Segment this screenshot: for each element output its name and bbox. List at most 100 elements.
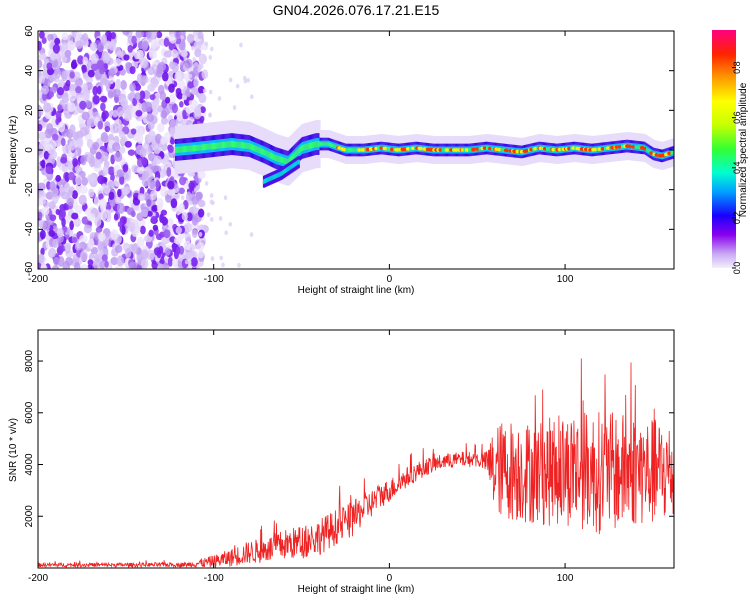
noise-cell — [197, 171, 206, 180]
snr-x-label: Height of straight line (km) — [298, 584, 415, 595]
noise-cell — [223, 195, 228, 201]
spectrogram-y-ticks: -60 -40 -20 0 20 40 60 — [24, 25, 674, 276]
noise-cell — [52, 238, 59, 248]
noise-cell — [199, 63, 204, 69]
noise-cell — [124, 113, 133, 122]
noise-cell — [74, 242, 82, 251]
noise-cell — [209, 217, 214, 222]
noise-cell — [79, 100, 87, 110]
noise-cell — [49, 52, 57, 62]
noise-cell — [71, 212, 79, 220]
noise-cell — [184, 232, 192, 244]
noise-cell — [116, 255, 125, 267]
noise-cell — [81, 216, 89, 225]
noise-cell — [125, 248, 132, 259]
noise-cell — [62, 261, 70, 269]
noise-cell — [174, 71, 182, 83]
noise-cell — [67, 161, 74, 171]
noise-cell — [208, 54, 213, 60]
noise-cell — [188, 100, 193, 105]
colorbar-gradient — [712, 30, 736, 268]
noise-cell — [46, 62, 53, 70]
noise-cell — [50, 58, 59, 69]
y-tick-label: 40 — [24, 65, 35, 77]
noise-cell — [164, 247, 171, 256]
noise-cell — [200, 106, 206, 114]
noise-cell — [197, 208, 205, 218]
noise-cell — [139, 90, 146, 101]
noise-cell — [183, 240, 192, 251]
noise-cell — [86, 138, 94, 149]
noise-cell — [49, 181, 56, 191]
noise-cell — [140, 208, 149, 218]
noise-cell — [60, 191, 70, 200]
x-tick-label: 100 — [557, 274, 574, 285]
noise-cell — [121, 225, 126, 236]
noise-cell — [48, 230, 56, 237]
x-tick-label: 100 — [557, 573, 574, 584]
noise-cell — [69, 71, 75, 79]
noise-cell — [186, 212, 193, 222]
noise-cell — [87, 238, 95, 250]
noise-cell — [139, 57, 148, 69]
noise-cell — [71, 236, 78, 243]
noise-cell — [160, 111, 167, 119]
colorbar-tick-label: 0.2 — [732, 212, 742, 225]
noise-cell — [113, 151, 123, 162]
noise-cell — [198, 232, 203, 237]
noise-cell — [49, 247, 56, 258]
noise-cell — [152, 98, 160, 108]
noise-cell — [187, 81, 195, 89]
x-tick-label: -200 — [28, 274, 48, 285]
noise-cell — [246, 77, 251, 83]
noise-cell — [208, 89, 213, 95]
noise-cell — [150, 190, 158, 201]
noise-cell — [179, 176, 187, 186]
colorbar-tick-label: 0.4 — [732, 162, 742, 175]
noise-cell — [114, 245, 123, 253]
noise-cell — [141, 175, 150, 188]
snr-x-ticks: -200 -100 0 100 — [28, 330, 574, 584]
noise-cell — [181, 211, 188, 221]
noise-cell — [39, 229, 46, 240]
noise-cell — [180, 195, 185, 201]
noise-cell — [40, 85, 50, 95]
noise-cell — [176, 111, 183, 122]
noise-cell — [110, 31, 116, 40]
noise-cell — [95, 226, 103, 233]
y-tick-label: -60 — [24, 261, 35, 276]
band-core — [672, 150, 674, 155]
noise-cell — [112, 109, 119, 118]
noise-cell — [143, 235, 153, 243]
noise-cell — [217, 96, 222, 101]
noise-cell — [137, 193, 146, 202]
noise-cell — [139, 186, 145, 196]
noise-cell — [99, 260, 106, 269]
noise-cell — [92, 259, 101, 269]
y-tick-label: 8000 — [24, 349, 35, 372]
noise-cell — [90, 53, 99, 64]
noise-cell — [194, 244, 199, 250]
noise-cell — [56, 245, 64, 256]
noise-cell — [81, 176, 89, 186]
noise-cell — [228, 221, 233, 227]
noise-cell — [93, 196, 101, 207]
noise-cell — [188, 200, 193, 206]
noise-cell — [153, 145, 161, 154]
noise-cell — [206, 212, 211, 218]
noise-cell — [56, 227, 64, 238]
noise-cell — [117, 221, 123, 228]
noise-cell — [172, 257, 179, 268]
noise-cell — [135, 31, 144, 38]
noise-cell — [69, 124, 76, 135]
colorbar-tick-label: 0.0 — [732, 262, 742, 275]
noise-cell — [183, 72, 190, 81]
noise-cell — [55, 110, 62, 120]
noise-cell — [123, 54, 130, 61]
noise-cell — [64, 182, 71, 191]
noise-cell — [163, 229, 171, 239]
noise-cell — [136, 133, 144, 144]
noise-cell — [64, 214, 71, 224]
noise-cell — [157, 263, 164, 269]
noise-cell — [149, 94, 156, 101]
